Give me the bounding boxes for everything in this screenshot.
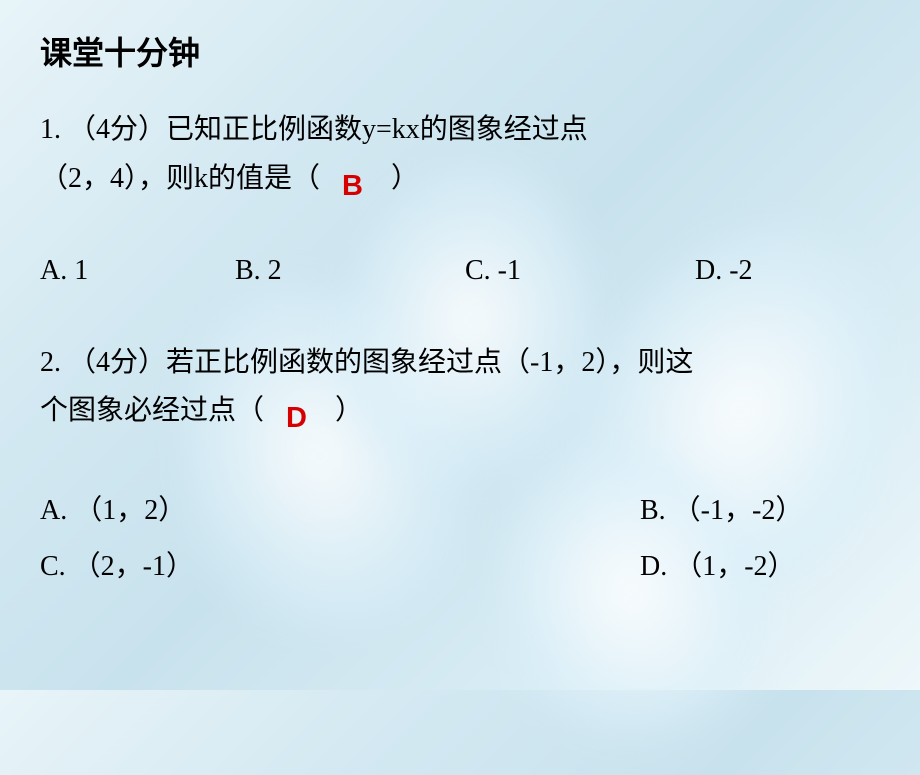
question-2-options: A. （1，2） B. （-1，-2） C. （2，-1） D. （1，-2） <box>40 488 880 584</box>
question-1-line2-before: （2，4），则k的值是（ <box>40 163 348 194</box>
option-1d: D. -2 <box>695 255 880 287</box>
question-2-line1: 2. （4分）若正比例函数的图象经过点（-1，2），则这 <box>40 347 693 378</box>
option-2d: D. （1，-2） <box>640 544 880 584</box>
question-1-line2-after: ） <box>363 163 419 194</box>
option-1c: C. -1 <box>465 255 695 287</box>
options-row-1: A. （1，2） B. （-1，-2） <box>40 488 880 528</box>
options-row-2: C. （2，-1） D. （1，-2） <box>40 544 880 584</box>
question-1: 1. （4分）已知正比例函数y=kx的图象经过点 （2，4），则k的值是（ B … <box>40 106 880 287</box>
question-1-text: 1. （4分）已知正比例函数y=kx的图象经过点 （2，4），则k的值是（ B … <box>40 106 880 203</box>
question-1-line1: 1. （4分）已知正比例函数y=kx的图象经过点 <box>40 114 588 145</box>
question-2-line2-before: 个图象必经过点（ <box>40 395 292 426</box>
slide-content: 课堂十分钟 1. （4分）已知正比例函数y=kx的图象经过点 （2，4），则k的… <box>0 0 920 634</box>
slide-title: 课堂十分钟 <box>40 28 880 74</box>
question-2-line2-after: ） <box>307 395 363 426</box>
option-2c: C. （2，-1） <box>40 544 640 584</box>
question-2-text: 2. （4分）若正比例函数的图象经过点（-1，2），则这 个图象必经过点（ D … <box>40 339 880 436</box>
question-2-answer: D <box>286 394 307 443</box>
question-1-options: A. 1 B. 2 C. -1 D. -2 <box>40 255 880 287</box>
option-1a: A. 1 <box>40 255 235 287</box>
question-1-answer: B <box>342 162 363 211</box>
question-2: 2. （4分）若正比例函数的图象经过点（-1，2），则这 个图象必经过点（ D … <box>40 339 880 584</box>
option-2a: A. （1，2） <box>40 488 640 528</box>
option-1b: B. 2 <box>235 255 465 287</box>
option-2b: B. （-1，-2） <box>640 488 880 528</box>
